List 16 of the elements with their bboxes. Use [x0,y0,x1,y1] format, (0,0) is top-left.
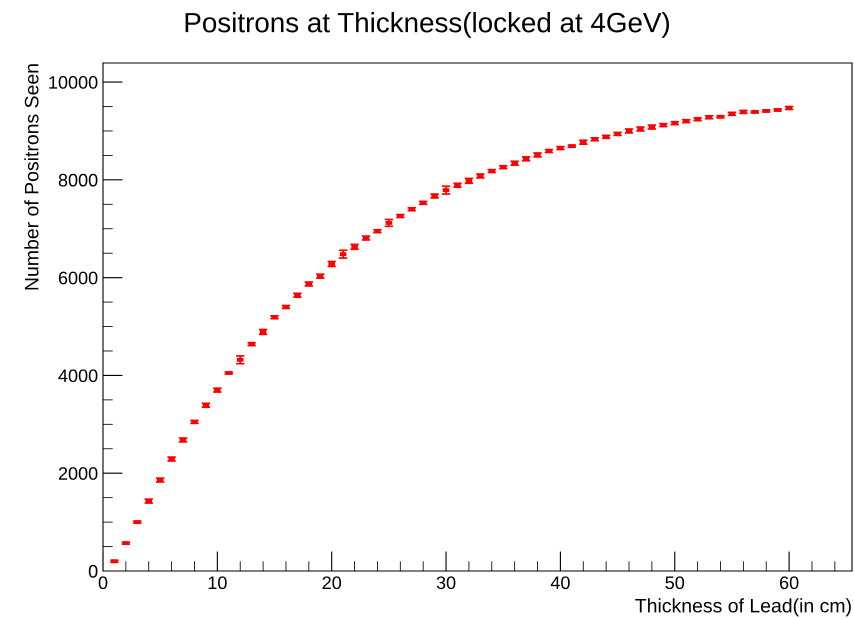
chart-title: Positrons at Thickness(locked at 4GeV) [186,12,669,38]
y-axis-title: Number of Positrons Seen [24,64,39,290]
y-tick-label: 8000 [58,174,98,187]
x-tick-label: 30 [436,576,456,590]
y-tick-label: 4000 [58,369,98,382]
x-tick-label: 40 [550,576,570,590]
x-tick-label: 50 [665,576,684,590]
y-tick-label: 0 [88,564,98,578]
x-tick-label: 0 [98,576,108,590]
x-tick-label: 60 [780,576,798,590]
y-tick-label: 10000 [49,76,98,89]
y-tick-label: 2000 [58,467,98,480]
y-tick-label: 6000 [58,272,98,284]
x-tick-label: 10 [208,576,227,590]
x-axis-title: Thickness of Lead(in cm) [635,598,851,616]
x-tick-label: 20 [322,576,342,590]
